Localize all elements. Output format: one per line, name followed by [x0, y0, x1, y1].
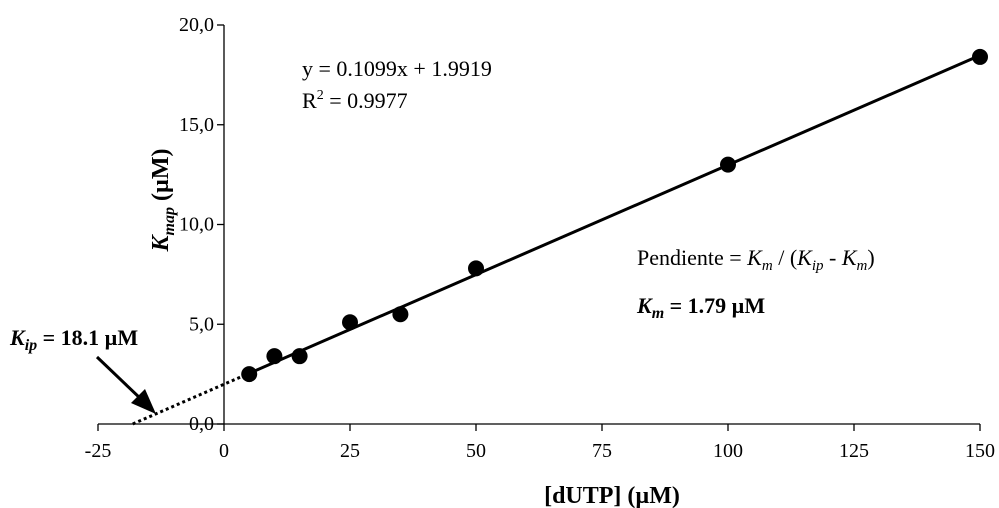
slope-annotation: Pendiente = Km / (Kip - Km) — [637, 245, 875, 274]
x-tick-label: 25 — [340, 440, 360, 462]
r-squared: R2 = 0.9977 — [302, 88, 408, 113]
x-tick-label: 50 — [466, 440, 486, 462]
x-tick-label: 125 — [839, 440, 869, 462]
y-tick-label: 15,0 — [179, 114, 214, 136]
data-point — [392, 306, 409, 323]
y-axis-label: Kmap (µM) — [148, 149, 178, 253]
regression-equation: y = 0.1099x + 1.9919 — [302, 56, 492, 81]
y-ticks: 0,0 5,0 10,0 15,0 20,0 — [179, 14, 224, 435]
plot-area: -25 0 25 50 75 100 125 150 0,0 5,0 10,0 15,0 20,0 — [85, 14, 995, 462]
km-value: Km = 1.79 µM — [636, 293, 765, 322]
kip-value: Kip = 18.1 µM — [9, 325, 138, 354]
x-tick-label: 0 — [219, 440, 229, 462]
kip-arrow-shaft — [95, 355, 144, 402]
x-tick-label: 150 — [965, 440, 995, 462]
data-point — [720, 156, 736, 173]
data-point — [266, 348, 283, 365]
data-point — [468, 260, 484, 277]
y-tick-label: 0,0 — [189, 413, 214, 435]
fit-line — [248, 54, 981, 375]
x-tick-label: 100 — [713, 440, 743, 462]
data-points — [241, 48, 988, 383]
y-tick-label: 20,0 — [179, 14, 214, 36]
x-axis-label: [dUTP] (µM) — [544, 483, 680, 508]
y-tick-label: 10,0 — [179, 214, 214, 236]
x-ticks: -25 0 25 50 75 100 125 150 — [85, 424, 995, 462]
x-tick-label: -25 — [85, 440, 112, 462]
kip-arrow-head — [131, 389, 156, 414]
data-point — [342, 314, 358, 331]
y-tick-label: 5,0 — [189, 313, 214, 335]
data-point — [241, 366, 258, 383]
x-tick-label: 75 — [592, 440, 612, 462]
data-point — [291, 348, 308, 365]
data-point — [972, 48, 988, 65]
